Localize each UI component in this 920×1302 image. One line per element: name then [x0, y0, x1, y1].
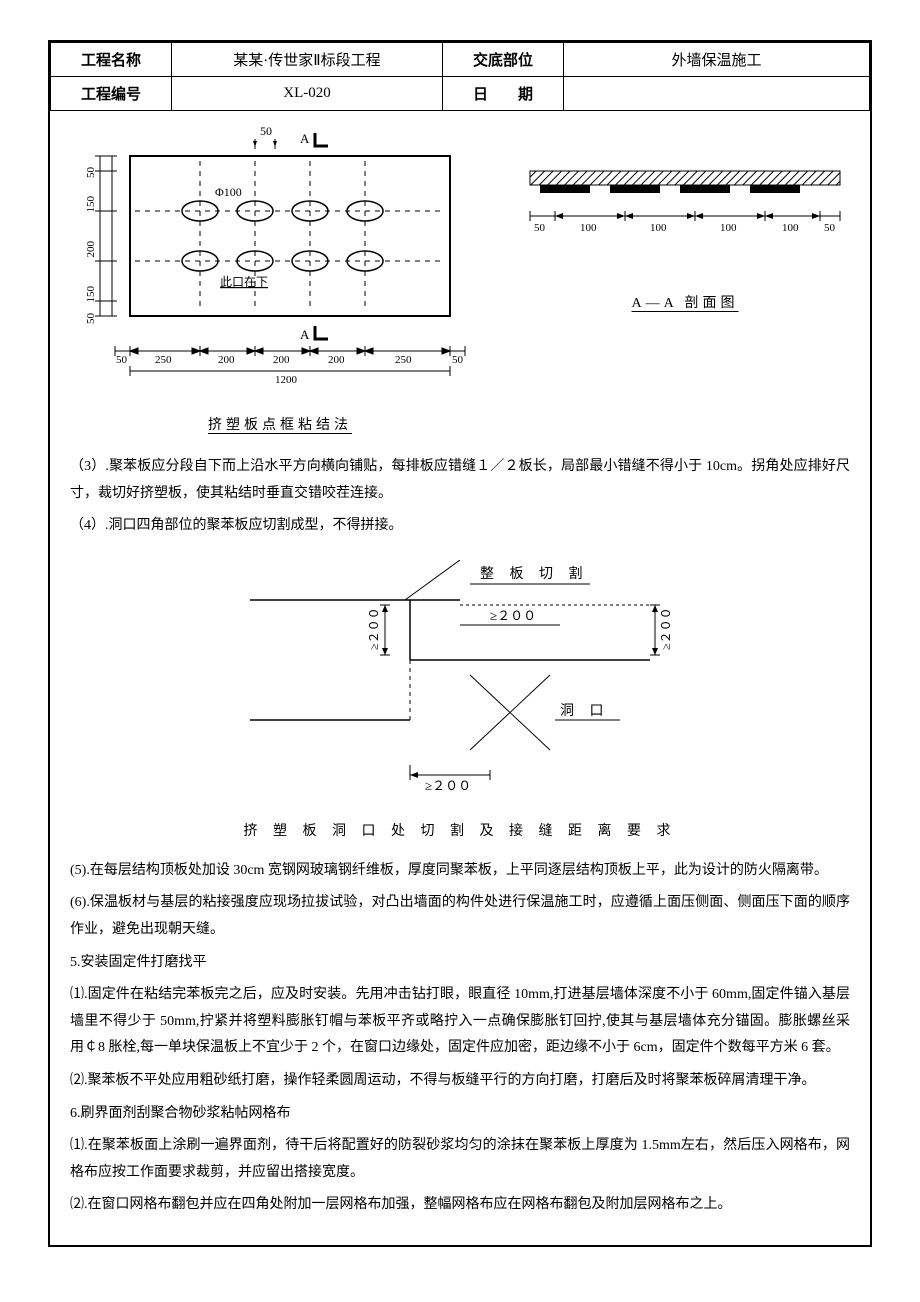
svg-text:200: 200 — [218, 354, 235, 366]
section-dims: 50 100 100 100 100 50 — [530, 211, 840, 234]
d2-dim-v: ≥２００ — [367, 605, 390, 655]
para-5: (5).在每层结构顶板处加设 30cm 宽钢网玻璃钢纤维板，厚度同聚苯板，上平同… — [70, 858, 850, 885]
svg-text:≥２００: ≥２００ — [367, 607, 381, 650]
project-no-label: 工程编号 — [51, 77, 172, 111]
dept-label: 交底部位 — [443, 43, 564, 77]
section-mark-a2: A — [300, 327, 310, 342]
para-6-2: ⑵.在窗口网格布翻包并应在四角处附加一层网格布加强，整幅网格布应在网格布翻包及附… — [70, 1192, 850, 1219]
d2-caption: 挤 塑 板 洞 口 处 切 割 及 接 缝 距 离 要 求 — [70, 820, 850, 840]
text-block-a: （3）.聚苯板应分段自下而上沿水平方向横向铺贴，每排板应错缝１／２板长，局部最小… — [70, 454, 850, 540]
svg-text:50: 50 — [116, 354, 128, 366]
svg-text:100: 100 — [580, 222, 597, 234]
svg-text:≥２００: ≥２００ — [659, 607, 673, 650]
adhesive-dots — [182, 201, 383, 271]
date-value — [564, 77, 870, 111]
svg-text:100: 100 — [650, 222, 667, 234]
section-diagram: 50 100 100 100 100 50 A—A 剖面图 — [520, 161, 850, 312]
para-6-1: ⑴.在聚苯板面上涂刷一遍界面剂，待干后将配置好的防裂砂浆均匀的涂抹在聚苯板上厚度… — [70, 1133, 850, 1186]
dim-top-50: 50 — [260, 124, 272, 138]
content: 50 A — [50, 111, 870, 1245]
svg-text:100: 100 — [720, 222, 737, 234]
board-outline — [130, 156, 450, 316]
project-no-value: XL-020 — [172, 77, 443, 111]
section-mark-a1: A — [300, 131, 310, 146]
opening-diagram: 整 板 切 割 ≥２００ ≥２００ — [210, 560, 710, 810]
para-6: (6).保温板材与基层的粘接强度应现场拉拔试验，对凸出墙面的构件处进行保温施工时… — [70, 890, 850, 943]
diagram-row-1: 50 A — [70, 121, 850, 434]
svg-text:150: 150 — [85, 286, 97, 303]
para-5-1: ⑴.固定件在粘结完苯板完之后，应及时安装。先用冲击钻打眼，眼直径 10mm,打进… — [70, 982, 850, 1062]
bottom-dim-chain: 50 250 200 200 200 250 50 — [115, 346, 465, 386]
date-label: 日 期 — [443, 77, 564, 111]
para-4: （4）.洞口四角部位的聚苯板应切割成型，不得拼接。 — [70, 513, 850, 540]
heading-5: 5.安装固定件打磨找平 — [70, 950, 850, 977]
phi-label: Φ100 — [215, 185, 242, 199]
bottom-note: 此口在下 — [220, 275, 268, 289]
d2-dim-r: ≥２００ — [650, 605, 673, 655]
plan-diagram: 50 A — [70, 121, 490, 434]
svg-text:200: 200 — [328, 354, 345, 366]
svg-text:250: 250 — [155, 354, 172, 366]
svg-text:50: 50 — [85, 167, 97, 179]
svg-text:50: 50 — [85, 313, 97, 325]
svg-text:250: 250 — [395, 354, 412, 366]
text-block-b: (5).在每层结构顶板处加设 30cm 宽钢网玻璃钢纤维板，厚度同聚苯板，上平同… — [70, 858, 850, 1219]
section-caption: A—A 剖面图 — [520, 292, 850, 312]
svg-text:50: 50 — [452, 354, 464, 366]
heading-6: 6.刷界面剂刮聚合物砂浆粘帖网格布 — [70, 1101, 850, 1128]
svg-text:200: 200 — [273, 354, 290, 366]
document-page: 工程名称 某某·传世家Ⅱ标段工程 交底部位 外墙保温施工 工程编号 XL-020… — [48, 40, 872, 1247]
para-3: （3）.聚苯板应分段自下而上沿水平方向横向铺贴，每排板应错缝１／２板长，局部最小… — [70, 454, 850, 507]
d2-label-top: 整 板 切 割 — [480, 565, 589, 582]
para-5-2: ⑵.聚苯板不平处应用粗砂纸打磨，操作轻柔圆周运动，不得与板缝平行的方向打磨，打磨… — [70, 1068, 850, 1095]
svg-text:200: 200 — [85, 241, 97, 258]
left-dim-chain: 50 150 200 150 50 — [85, 156, 117, 324]
svg-text:100: 100 — [782, 222, 799, 234]
plan-caption: 挤塑板点框粘结法 — [70, 414, 490, 434]
header-table: 工程名称 某某·传世家Ⅱ标段工程 交底部位 外墙保温施工 工程编号 XL-020… — [50, 42, 870, 111]
svg-text:150: 150 — [85, 196, 97, 213]
svg-text:1200: 1200 — [275, 374, 298, 386]
d2-label-opening: 洞 口 — [560, 703, 610, 719]
dept-value: 外墙保温施工 — [564, 43, 870, 77]
svg-text:50: 50 — [824, 222, 836, 234]
d2-dim-h: ≥２００ — [490, 608, 536, 623]
svg-text:≥２００: ≥２００ — [425, 778, 471, 793]
d2-dim-b: ≥２００ — [410, 765, 490, 793]
project-name-value: 某某·传世家Ⅱ标段工程 — [172, 43, 443, 77]
project-name-label: 工程名称 — [51, 43, 172, 77]
svg-text:50: 50 — [534, 222, 546, 234]
